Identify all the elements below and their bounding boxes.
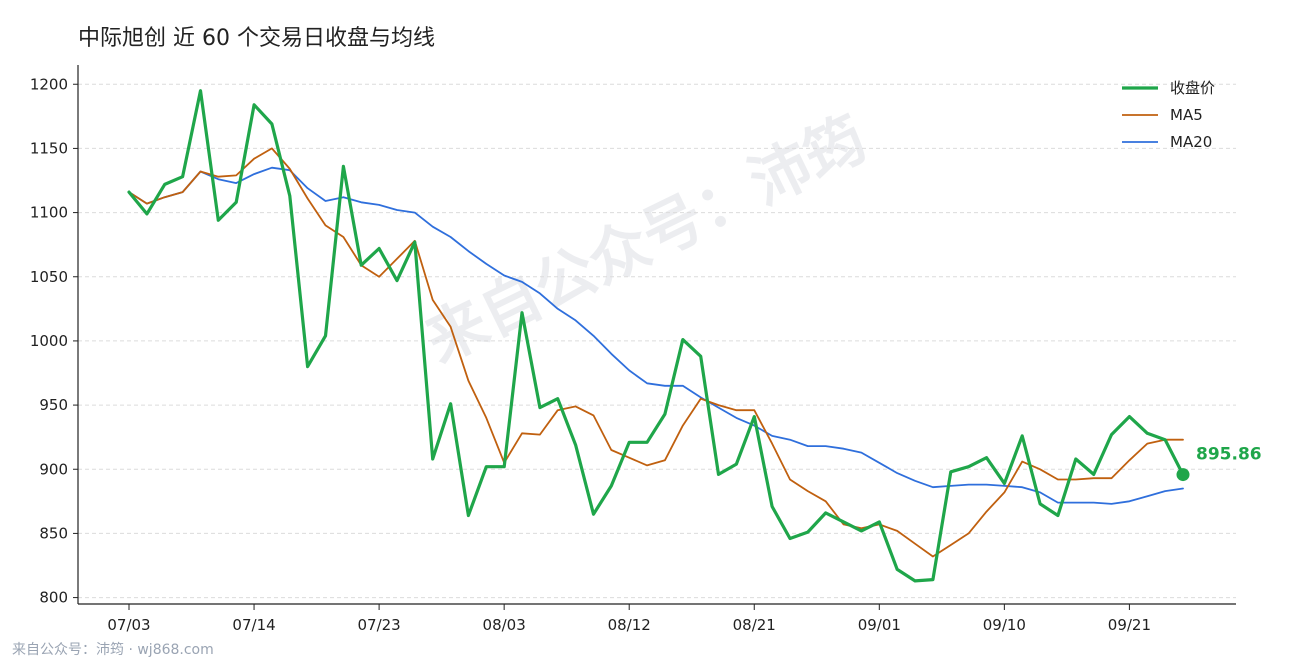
x-tick-label: 07/23 bbox=[357, 616, 400, 634]
chart-title: 中际旭创 近 60 个交易日收盘与均线 bbox=[78, 26, 435, 51]
y-tick-label: 1000 bbox=[30, 332, 68, 350]
y-tick-label: 900 bbox=[39, 460, 68, 478]
last-point-marker bbox=[1176, 468, 1190, 482]
y-tick-label: 1200 bbox=[30, 75, 68, 93]
x-tick-label: 09/10 bbox=[983, 616, 1026, 634]
x-tick-label: 09/01 bbox=[858, 616, 901, 634]
y-tick-label: 1100 bbox=[30, 204, 68, 222]
series-lines bbox=[127, 89, 1185, 583]
last-price-label: 895.86 bbox=[1196, 445, 1262, 465]
y-tick-label: 1050 bbox=[30, 268, 68, 286]
legend-label-1: MA5 bbox=[1170, 106, 1203, 124]
legend: 收盘价 MA5 MA20 bbox=[1122, 79, 1215, 151]
legend-label-0: 收盘价 bbox=[1170, 79, 1215, 97]
x-tick-label: 08/03 bbox=[483, 616, 526, 634]
y-tick-label: 1150 bbox=[30, 139, 68, 157]
x-tick-label: 09/21 bbox=[1108, 616, 1151, 634]
x-tick-label: 08/12 bbox=[608, 616, 651, 634]
y-tick-label: 950 bbox=[39, 396, 68, 414]
y-tick-label: 850 bbox=[39, 524, 68, 542]
footer-source: 来自公众号：沛筠 · wj868.com bbox=[12, 641, 214, 658]
series-line-ma5 bbox=[128, 147, 1184, 558]
watermark-text: 来自公众号：沛筠 bbox=[415, 103, 877, 376]
axes: 800 850 900 950 1000 1050 1100 1150 1200 07/03 07/… bbox=[30, 65, 1236, 634]
series-line-close bbox=[127, 89, 1185, 583]
x-tick-label: 07/14 bbox=[232, 616, 275, 634]
x-tick-label: 08/21 bbox=[733, 616, 776, 634]
y-tick-label: 800 bbox=[39, 589, 68, 607]
legend-label-2: MA20 bbox=[1170, 133, 1212, 151]
last-point-group: 895.86 bbox=[1176, 445, 1262, 482]
x-tick-label: 07/03 bbox=[107, 616, 150, 634]
